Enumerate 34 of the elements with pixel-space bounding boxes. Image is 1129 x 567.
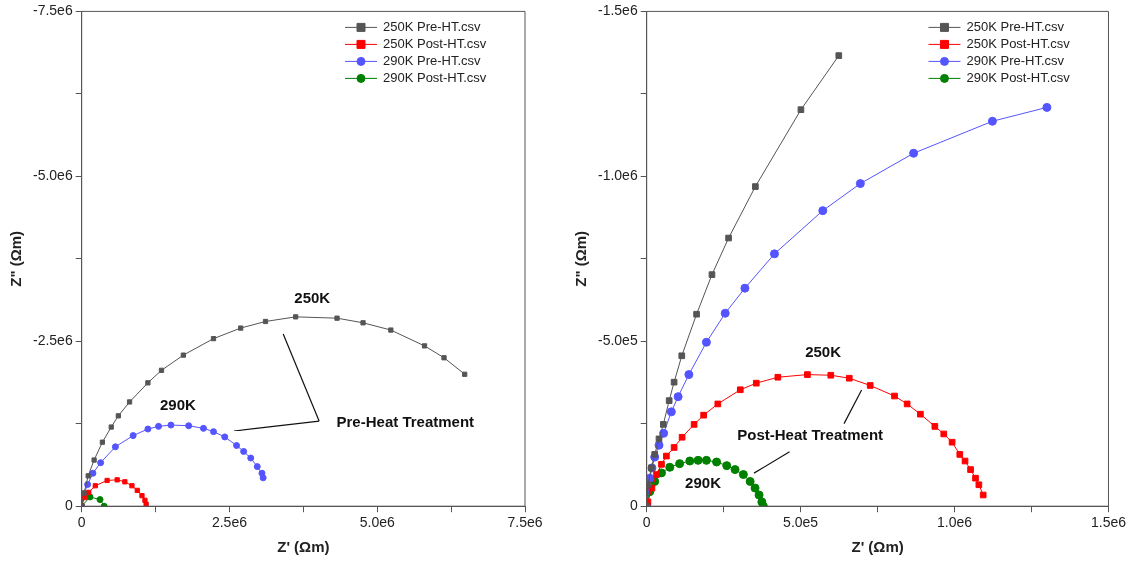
legend-label: 290K Pre-HT.csv: [966, 52, 1065, 68]
y-tick-label: -1.0e6: [597, 167, 638, 184]
x-tick-label: 1.5e6: [1090, 514, 1127, 531]
y-tick-label: -5.0e5: [597, 332, 638, 349]
y-axis-title: Z" (Ωm): [7, 230, 25, 287]
legend-label: 290K Post-HT.csv: [966, 69, 1071, 85]
legend-label: 250K Post-HT.csv: [966, 35, 1071, 51]
legend-label: 290K Post-HT.csv: [383, 69, 487, 85]
annotation: 250K: [805, 343, 842, 361]
x-axis-title: Z' (Ωm): [851, 538, 904, 556]
annotation: 290K: [159, 395, 196, 413]
y-tick-label: -5.0e6: [32, 167, 73, 184]
y-tick-label: -2.5e6: [32, 332, 73, 349]
annotation: Pre-Heat Treatment: [336, 413, 475, 431]
x-tick-label: 7.5e6: [507, 514, 543, 531]
legend-label: 250K Pre-HT.csv: [383, 18, 482, 34]
legend-label: 290K Pre-HT.csv: [383, 52, 482, 68]
y-axis-title: Z" (Ωm): [572, 230, 590, 287]
x-tick-label: 5.0e5: [783, 514, 819, 531]
y-tick-label: -1.5e6: [597, 2, 638, 19]
annotation: Post-Heat Treatment: [737, 425, 884, 443]
x-tick-label: 0: [642, 514, 651, 531]
annotation: 290K: [685, 474, 722, 492]
legend-label: 250K Pre-HT.csv: [966, 18, 1065, 34]
legend-label: 250K Post-HT.csv: [383, 35, 487, 51]
annotation: 250K: [294, 288, 331, 306]
y-tick-label: 0: [629, 497, 638, 514]
y-tick-label: -7.5e6: [32, 2, 73, 19]
x-tick-label: 5.0e6: [359, 514, 395, 531]
x-axis-title: Z' (Ωm): [277, 538, 330, 556]
x-tick-label: 0: [77, 514, 86, 531]
x-tick-label: 2.5e6: [211, 514, 248, 531]
y-tick-label: 0: [64, 497, 73, 514]
x-tick-label: 1.0e6: [937, 514, 973, 531]
